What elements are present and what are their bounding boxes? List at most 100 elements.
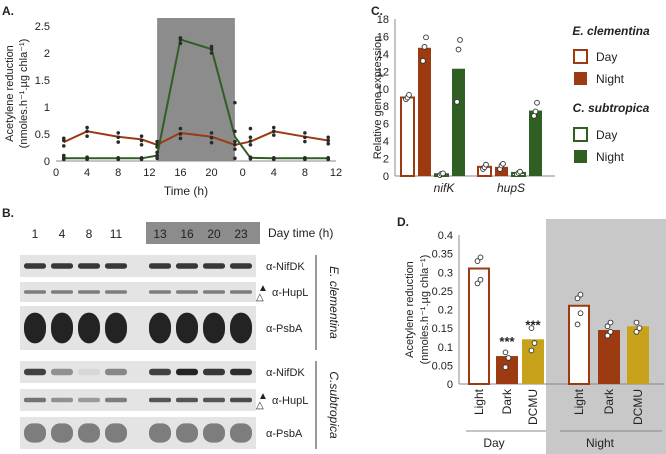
blot-time-label: 11	[110, 227, 123, 241]
blot-band	[176, 263, 198, 269]
blot-band	[78, 263, 100, 269]
blot-band	[230, 423, 252, 443]
legend-group-c-subtropica: C. subtropica	[573, 101, 650, 115]
blot-band	[105, 290, 127, 294]
chart-c-y-ticks: 0 2 4 6 8 10 12 14 16 18	[377, 14, 389, 183]
chart-a-data-point	[233, 147, 237, 151]
chart-d-ytick-label: 0.35	[432, 249, 453, 261]
blot-strip	[20, 361, 256, 383]
chart-d-significance: ***	[499, 334, 515, 349]
chart-a-data-point	[303, 131, 307, 135]
chart-a-data-point	[271, 125, 276, 130]
chart-a-data-point	[209, 47, 214, 52]
panel-label-a: A.	[2, 4, 14, 18]
blot-band	[149, 397, 171, 403]
chart-c-ytick-label: 4	[383, 136, 389, 148]
chart-d-bars: Light *** Dark *** DCMU Light Dark DCMU	[466, 254, 662, 432]
chart-a-data-point	[233, 156, 237, 161]
chart-a-data-point	[248, 155, 253, 160]
chart-c-data-point	[454, 99, 460, 105]
chart-d-data-point	[574, 321, 581, 328]
panel-label-b: B.	[2, 206, 14, 220]
blot-band	[149, 368, 171, 376]
chart-a-data-point	[85, 129, 89, 134]
chart-d-ytick-label: 0.4	[438, 230, 453, 242]
blot-band	[78, 290, 100, 294]
blot-band	[149, 263, 171, 269]
blot-marker-open-icon: △	[256, 292, 264, 303]
chart-d-data-point	[604, 323, 611, 330]
legend-swatch-cs-night	[574, 150, 587, 163]
chart-a-data-point	[178, 136, 183, 141]
chart-a-data-point	[155, 139, 159, 144]
chart-c-data-point	[532, 108, 539, 115]
chart-a-data-point	[116, 140, 121, 144]
blot-time-header: 1 4 8 11 13 16 20 23	[32, 227, 248, 241]
blot-band	[24, 290, 46, 294]
chart-a-data-point	[139, 155, 144, 160]
chart-a-data-point	[303, 135, 307, 140]
chart-a-data-point	[271, 129, 276, 134]
blot-row-label: α-PsbA	[266, 323, 303, 335]
blot-band	[105, 423, 127, 443]
blot-dark-header	[146, 222, 260, 244]
chart-d-data-point	[574, 295, 581, 302]
chart-a-ytick-label: 1	[44, 102, 50, 114]
chart-a-y-ticks: 0 0.5 1 1.5 2 2.5	[35, 21, 50, 168]
blot-band	[24, 312, 46, 344]
chart-d-category-label: Dark	[500, 388, 514, 414]
blot-band	[78, 423, 100, 443]
blot-band	[203, 263, 225, 269]
chart-a-data-point	[233, 129, 237, 134]
blot-strip	[20, 389, 256, 411]
chart-a-xtick-label: 4	[84, 167, 90, 179]
chart-d-bar	[568, 304, 590, 385]
chart-a-xlabel: Time (h)	[164, 184, 208, 198]
blot-band	[176, 368, 198, 376]
blot-band	[51, 312, 73, 344]
chart-a-data-point	[326, 135, 331, 140]
blot-band	[203, 397, 225, 403]
blot-row-label: α-PsbA	[266, 428, 303, 440]
chart-a-data-point	[209, 135, 214, 140]
chart-a-data-point	[178, 126, 183, 131]
chart-c-bar	[400, 96, 415, 177]
chart-d-data-point	[528, 347, 535, 354]
blot-time-label: 4	[59, 227, 66, 241]
blot-time-label: 13	[153, 227, 167, 241]
blot-band	[230, 263, 252, 269]
chart-a-data-point	[248, 143, 253, 147]
chart-c-ytick-label: 12	[377, 66, 389, 78]
chart-a-data-point	[303, 155, 307, 160]
chart-a-data-point	[139, 134, 144, 138]
chart-c-data-point	[455, 46, 462, 53]
chart-a-data-point	[85, 134, 89, 138]
chart-d-ytick-label: 0.2	[438, 305, 453, 317]
chart-c-data-point	[457, 37, 463, 43]
chart-a-data-point	[209, 51, 214, 55]
chart-a: 0 0.5 1 1.5 2 2.5 0 4 8 12 16 20 0 4 8 12 Acetylene re…	[4, 18, 342, 198]
blot-band	[105, 368, 127, 376]
chart-d-data-point	[502, 364, 509, 371]
chart-a-data-point	[303, 139, 307, 144]
chart-c-ytick-label: 16	[377, 31, 389, 43]
chart-a-series-line-1	[63, 38, 329, 160]
chart-d-ytick-label: 0.3	[438, 267, 453, 279]
blot-band	[105, 312, 127, 344]
chart-d-data-point	[477, 276, 484, 283]
chart-a-x-ticks: 0 4 8 12 16 20 0 4 8 12	[53, 167, 342, 179]
chart-c: 0 2 4 6 8 10 12 14 16 18 Relative gene expression…	[372, 14, 650, 195]
blot-marker-filled-icon: ▲	[258, 391, 268, 402]
blot-marker-filled-icon: ▲	[258, 283, 268, 294]
chart-d-bar	[598, 329, 620, 384]
chart-d-data-point	[528, 325, 535, 331]
chart-c-legend: E. clementina Day Night C. subtropica Da…	[572, 24, 650, 164]
chart-a-ytick-label: 1.5	[35, 75, 50, 87]
chart-d-ytick-label: 0.25	[432, 286, 453, 298]
blot-header-label: Day time (h)	[268, 226, 333, 240]
legend-label-cs-night: Night	[596, 150, 625, 164]
blot-band	[24, 397, 46, 403]
chart-c-ytick-label: 8	[383, 101, 389, 113]
blot-band	[203, 312, 225, 344]
